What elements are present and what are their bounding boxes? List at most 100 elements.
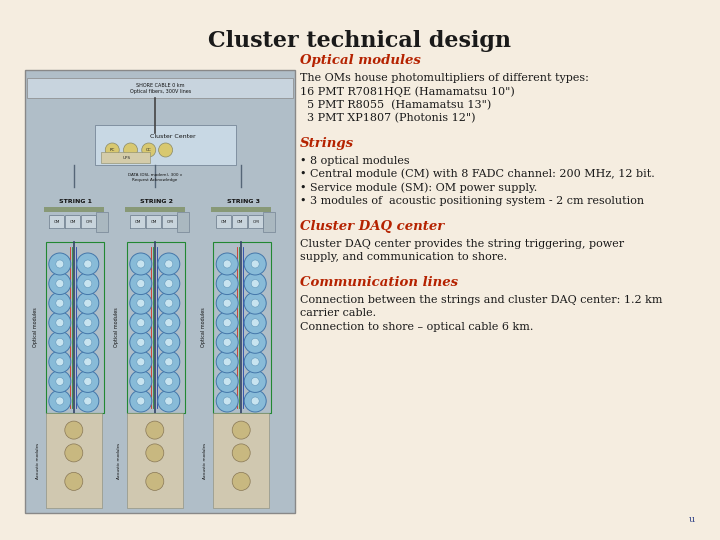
FancyBboxPatch shape bbox=[264, 212, 275, 232]
Text: STRING 1: STRING 1 bbox=[59, 199, 92, 204]
Circle shape bbox=[244, 273, 266, 294]
Circle shape bbox=[84, 397, 92, 405]
Circle shape bbox=[244, 351, 266, 373]
Text: CM: CM bbox=[135, 220, 141, 224]
FancyBboxPatch shape bbox=[125, 207, 185, 212]
Text: DATA (DSL modem), 300 v
Request Acknowledge: DATA (DSL modem), 300 v Request Acknowle… bbox=[127, 173, 182, 182]
Circle shape bbox=[56, 299, 64, 307]
Text: • Central module (CM) with 8 FADC channel: 200 MHz, 12 bit.: • Central module (CM) with 8 FADC channe… bbox=[300, 170, 654, 180]
Circle shape bbox=[137, 397, 145, 405]
Circle shape bbox=[49, 351, 71, 373]
Circle shape bbox=[56, 280, 64, 288]
Text: OM: OM bbox=[86, 220, 92, 224]
Circle shape bbox=[65, 472, 83, 490]
Text: • 3 modules of  acoustic positioning system - 2 cm resolution: • 3 modules of acoustic positioning syst… bbox=[300, 197, 644, 206]
Circle shape bbox=[251, 319, 259, 327]
FancyBboxPatch shape bbox=[177, 212, 189, 232]
Circle shape bbox=[223, 358, 231, 366]
Circle shape bbox=[244, 253, 266, 275]
Circle shape bbox=[84, 299, 92, 307]
Circle shape bbox=[223, 319, 231, 327]
Circle shape bbox=[244, 390, 266, 412]
Circle shape bbox=[56, 319, 64, 327]
Circle shape bbox=[56, 377, 64, 386]
Circle shape bbox=[77, 253, 99, 275]
Circle shape bbox=[223, 338, 231, 346]
FancyBboxPatch shape bbox=[95, 125, 236, 165]
Circle shape bbox=[165, 358, 173, 366]
Circle shape bbox=[77, 351, 99, 373]
Circle shape bbox=[49, 370, 71, 393]
FancyBboxPatch shape bbox=[44, 207, 104, 212]
Circle shape bbox=[244, 331, 266, 353]
Circle shape bbox=[84, 260, 92, 268]
Circle shape bbox=[232, 444, 251, 462]
Text: The OMs house photomultipliers of different types:: The OMs house photomultipliers of differ… bbox=[300, 73, 589, 83]
Circle shape bbox=[251, 397, 259, 405]
Text: Cable 1200 m: Cable 1200 m bbox=[144, 278, 148, 307]
FancyBboxPatch shape bbox=[66, 215, 81, 229]
Circle shape bbox=[244, 292, 266, 314]
Circle shape bbox=[77, 331, 99, 353]
Circle shape bbox=[77, 292, 99, 314]
Circle shape bbox=[49, 312, 71, 334]
FancyBboxPatch shape bbox=[211, 207, 271, 212]
Text: PC: PC bbox=[109, 148, 115, 152]
Text: CM: CM bbox=[70, 220, 76, 224]
Text: UPS: UPS bbox=[122, 156, 130, 160]
Text: Cluster DAQ center: Cluster DAQ center bbox=[300, 220, 444, 233]
Circle shape bbox=[84, 358, 92, 366]
Circle shape bbox=[216, 351, 238, 373]
Circle shape bbox=[130, 351, 152, 373]
Circle shape bbox=[216, 390, 238, 412]
FancyBboxPatch shape bbox=[217, 215, 232, 229]
FancyBboxPatch shape bbox=[49, 215, 64, 229]
Text: 5 PMT R8055  (Hamamatsu 13"): 5 PMT R8055 (Hamamatsu 13") bbox=[300, 100, 491, 110]
Circle shape bbox=[137, 358, 145, 366]
Text: CM: CM bbox=[237, 220, 243, 224]
Text: STRING 2: STRING 2 bbox=[140, 199, 174, 204]
Circle shape bbox=[130, 292, 152, 314]
Circle shape bbox=[77, 312, 99, 334]
Circle shape bbox=[158, 370, 180, 393]
Circle shape bbox=[158, 331, 180, 353]
Circle shape bbox=[49, 273, 71, 294]
Circle shape bbox=[216, 312, 238, 334]
Circle shape bbox=[49, 331, 71, 353]
FancyBboxPatch shape bbox=[130, 215, 145, 229]
FancyBboxPatch shape bbox=[146, 215, 161, 229]
Text: Acoustic modules: Acoustic modules bbox=[117, 442, 121, 478]
Circle shape bbox=[165, 338, 173, 346]
Circle shape bbox=[251, 280, 259, 288]
Text: Connection to shore – optical cable 6 km.: Connection to shore – optical cable 6 km… bbox=[300, 322, 534, 332]
Circle shape bbox=[130, 370, 152, 393]
Text: carrier cable.: carrier cable. bbox=[300, 308, 376, 318]
Circle shape bbox=[165, 377, 173, 386]
Circle shape bbox=[216, 292, 238, 314]
Circle shape bbox=[77, 273, 99, 294]
Circle shape bbox=[165, 280, 173, 288]
Circle shape bbox=[158, 273, 180, 294]
FancyBboxPatch shape bbox=[46, 413, 102, 508]
Circle shape bbox=[145, 421, 164, 439]
Circle shape bbox=[49, 390, 71, 412]
Text: Optical modules: Optical modules bbox=[33, 308, 38, 347]
Circle shape bbox=[105, 143, 120, 157]
Circle shape bbox=[124, 143, 138, 157]
FancyBboxPatch shape bbox=[101, 152, 150, 163]
FancyBboxPatch shape bbox=[81, 215, 96, 229]
Circle shape bbox=[56, 358, 64, 366]
Circle shape bbox=[137, 377, 145, 386]
Text: Cable 2500 m: Cable 2500 m bbox=[63, 278, 67, 307]
Text: SHORE CABLE 0 km
Optical fibers, 300V lines: SHORE CABLE 0 km Optical fibers, 300V li… bbox=[130, 83, 191, 93]
Circle shape bbox=[216, 273, 238, 294]
Circle shape bbox=[56, 397, 64, 405]
Circle shape bbox=[56, 338, 64, 346]
Circle shape bbox=[223, 299, 231, 307]
Text: Acoustic modules: Acoustic modules bbox=[203, 442, 207, 478]
Circle shape bbox=[145, 472, 164, 490]
Circle shape bbox=[216, 331, 238, 353]
FancyBboxPatch shape bbox=[96, 212, 108, 232]
Circle shape bbox=[244, 312, 266, 334]
Circle shape bbox=[251, 338, 259, 346]
